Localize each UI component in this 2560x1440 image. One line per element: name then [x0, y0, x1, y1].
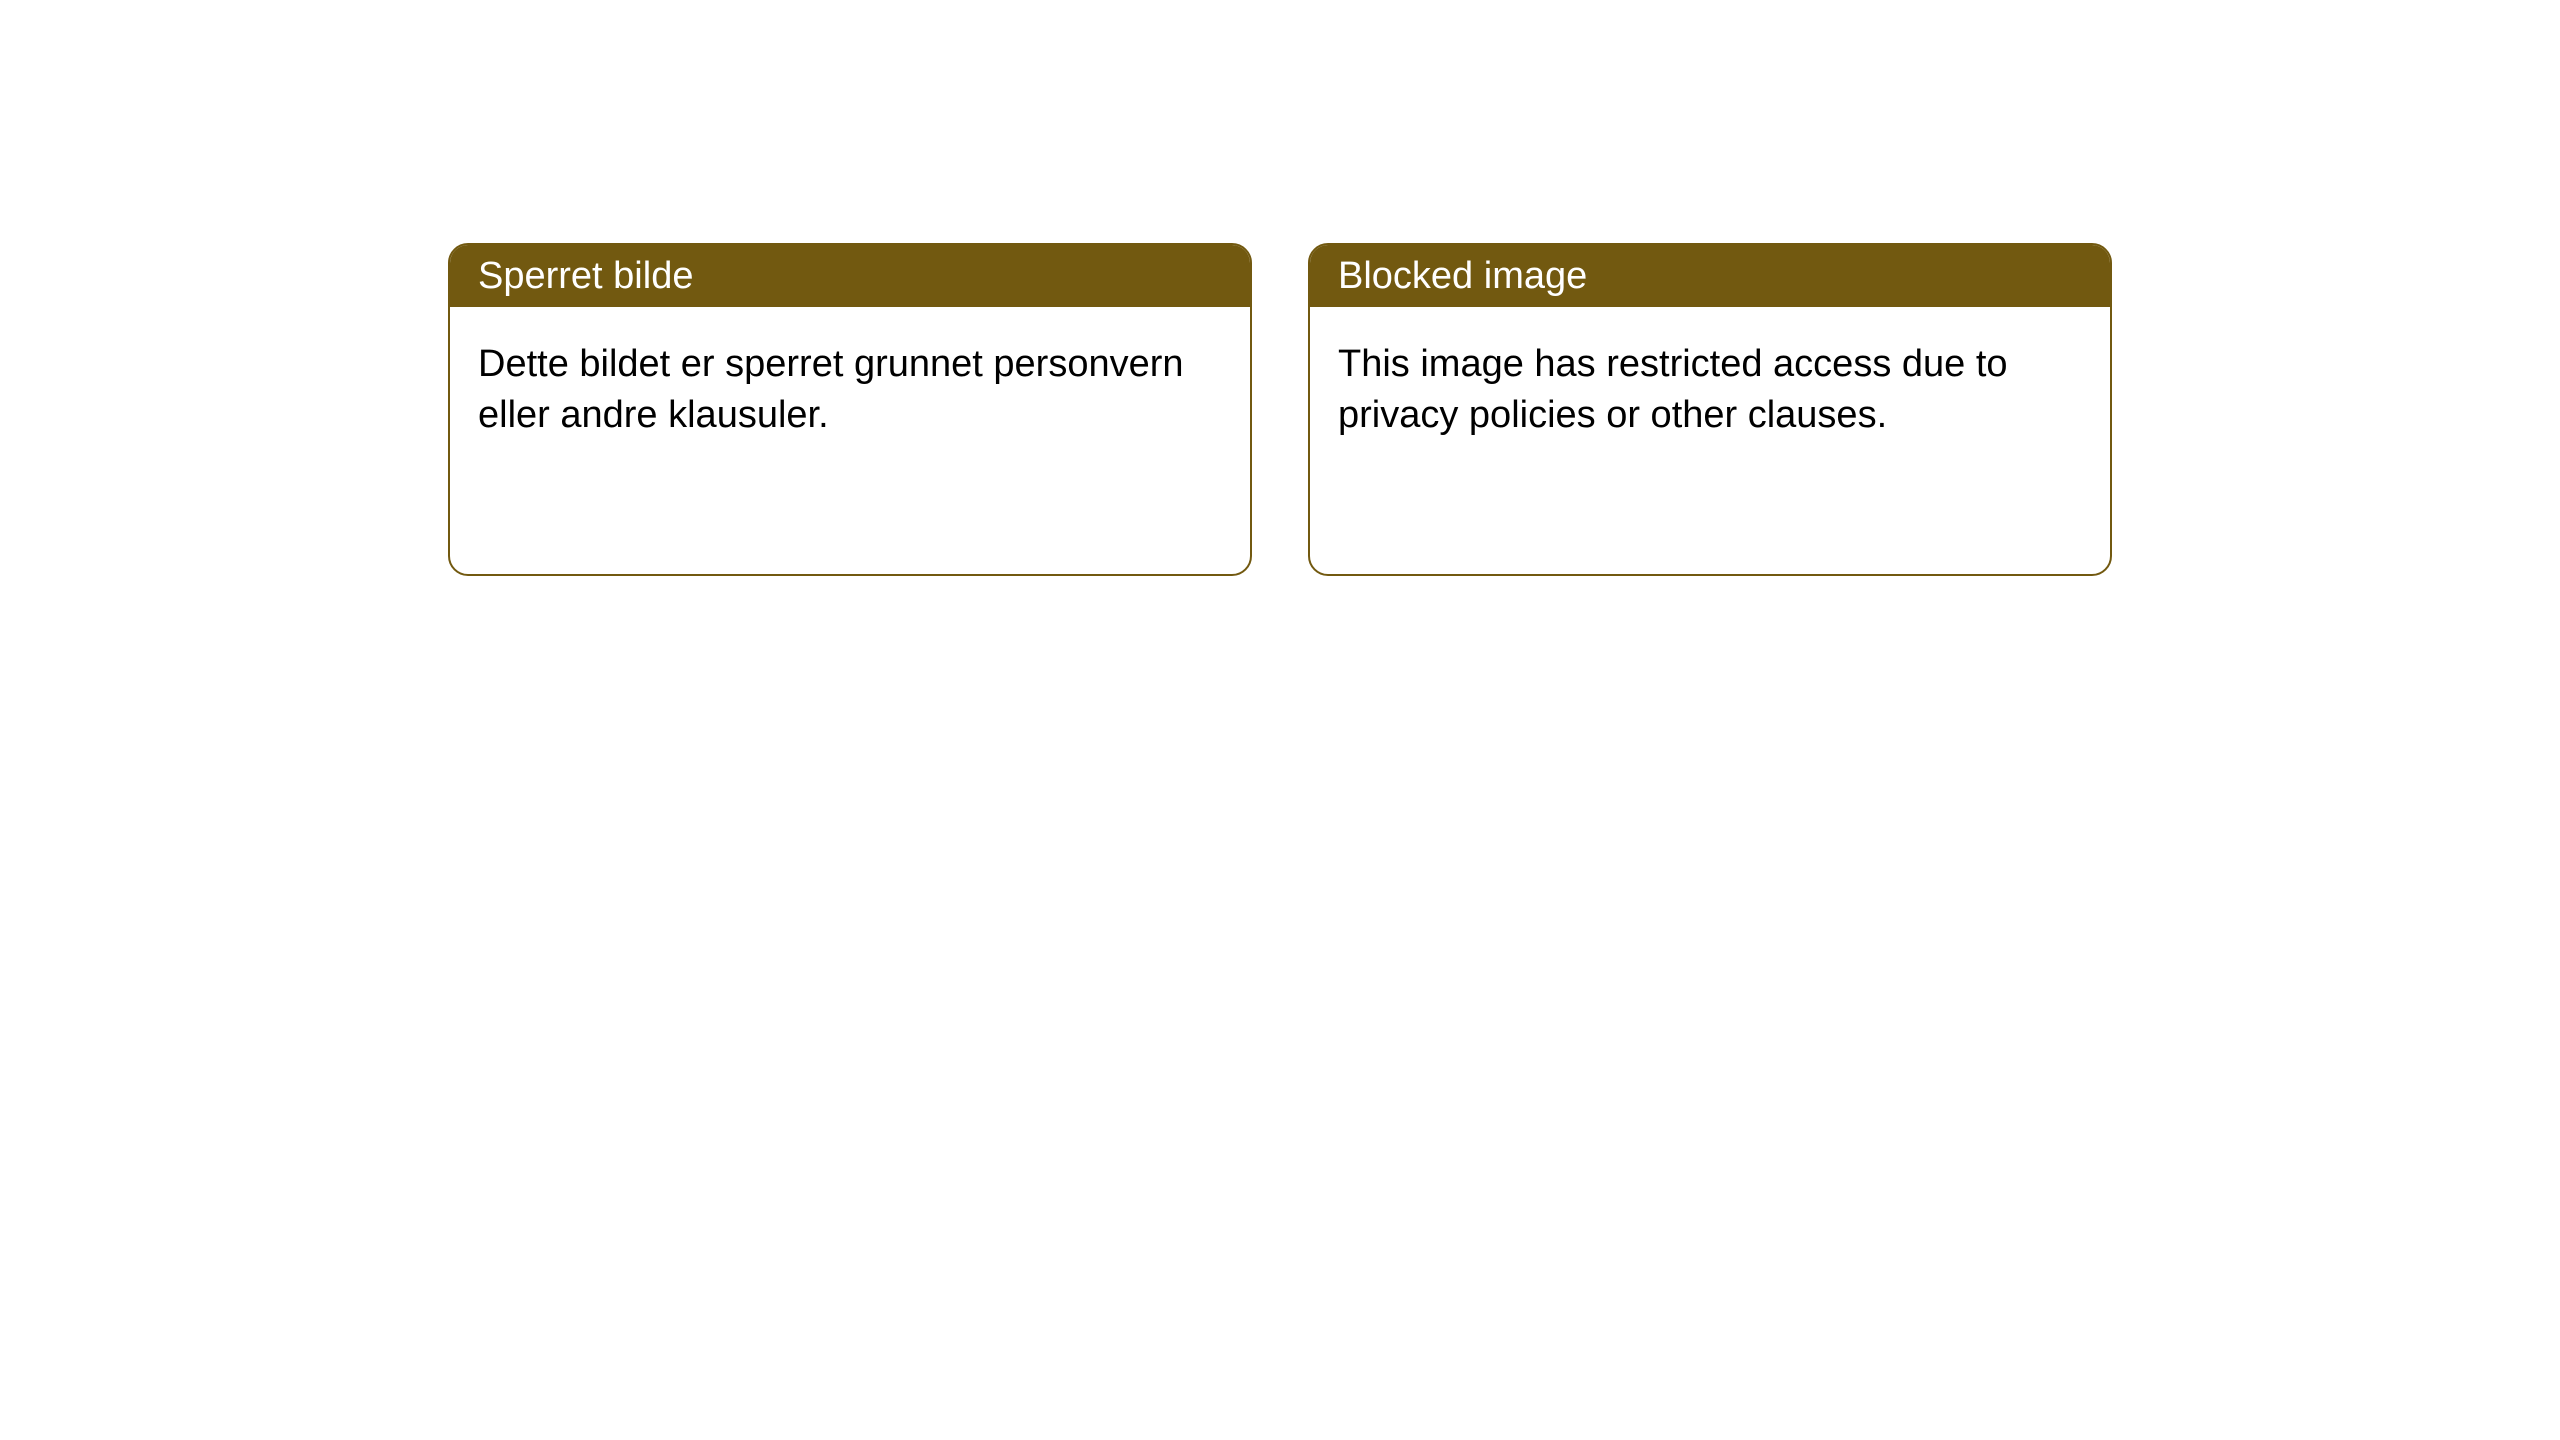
- notice-card-title: Sperret bilde: [478, 255, 693, 298]
- notice-container: Sperret bilde Dette bildet er sperret gr…: [0, 0, 2560, 576]
- notice-card-text: This image has restricted access due to …: [1338, 343, 2008, 436]
- notice-card-title: Blocked image: [1338, 255, 1587, 298]
- notice-card-text: Dette bildet er sperret grunnet personve…: [478, 343, 1184, 436]
- notice-card-norwegian: Sperret bilde Dette bildet er sperret gr…: [448, 243, 1252, 576]
- notice-card-body: Dette bildet er sperret grunnet personve…: [450, 307, 1250, 474]
- notice-card-header: Sperret bilde: [450, 245, 1250, 307]
- notice-card-header: Blocked image: [1310, 245, 2110, 307]
- notice-card-body: This image has restricted access due to …: [1310, 307, 2110, 474]
- notice-card-english: Blocked image This image has restricted …: [1308, 243, 2112, 576]
